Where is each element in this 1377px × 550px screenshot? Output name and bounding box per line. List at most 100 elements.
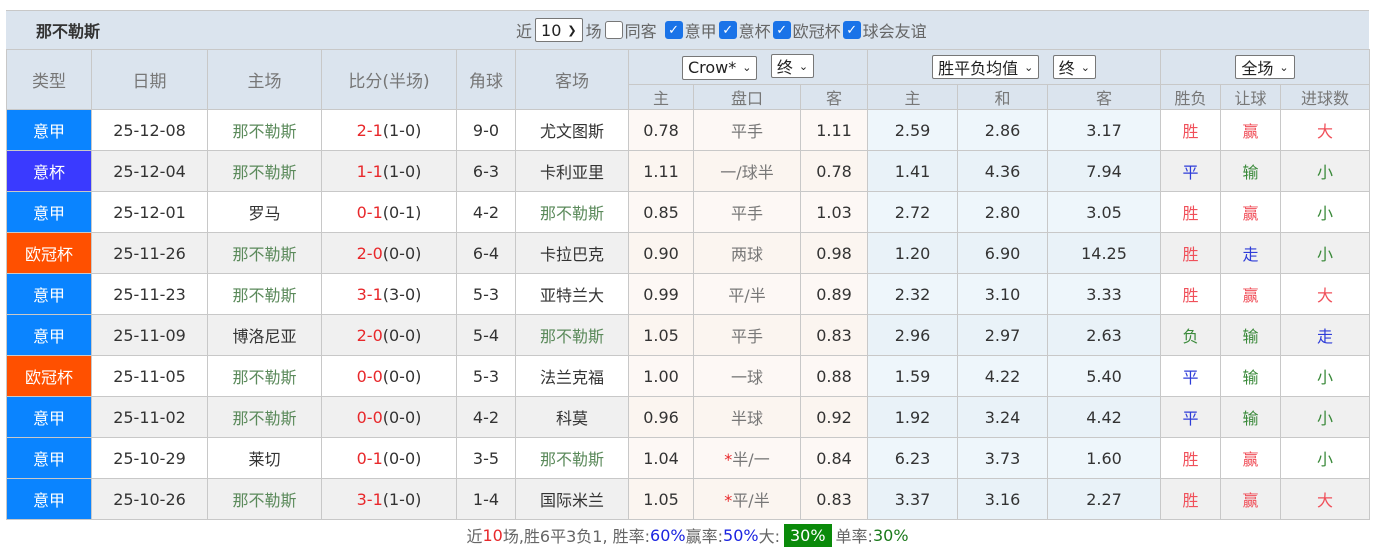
euro-away-odds: 3.33 [1047, 273, 1162, 315]
result-goals: 小 [1280, 191, 1371, 233]
table-row: 意甲 25-11-23 那不勒斯 3-1(3-0) 5-3 亚特兰大 0.99 … [6, 273, 1371, 315]
subheader: 主 [867, 84, 959, 110]
half-time-score: (1-0) [382, 161, 422, 181]
asian-odds-header: Crow* ⌄ 终 ⌄ [627, 49, 869, 85]
asian-time-select[interactable]: 终 ⌄ [770, 54, 815, 79]
away-team[interactable]: 那不勒斯 [515, 437, 629, 479]
home-team[interactable]: 莱切 [207, 437, 322, 479]
home-team[interactable]: 那不勒斯 [207, 109, 322, 151]
home-team[interactable]: 那不勒斯 [207, 232, 322, 274]
euro-time-select[interactable]: 终 ⌄ [1052, 55, 1096, 79]
checkbox-0[interactable] [604, 21, 623, 39]
asian-away-odds: 0.89 [799, 273, 869, 315]
half-time-score: (3-0) [382, 284, 422, 304]
match-type[interactable]: 意杯 [6, 150, 92, 192]
result-goals: 大 [1280, 273, 1371, 315]
checkbox-4[interactable]: ✓ [842, 21, 861, 39]
result-wdl: 负 [1160, 314, 1222, 356]
summary-text-1: 近 [466, 527, 483, 546]
table-row: 意甲 25-11-09 博洛尼亚 2-0(0-0) 5-4 那不勒斯 1.05 … [6, 314, 1371, 356]
handicap: *半/一 [693, 437, 801, 479]
home-team[interactable]: 那不勒斯 [207, 396, 322, 438]
half-time-score: (0-1) [382, 202, 422, 222]
header-type: 类型 [6, 49, 92, 110]
away-team[interactable]: 法兰克福 [515, 355, 629, 397]
match-count-select[interactable]: 10 ❯ [535, 18, 583, 42]
checkbox-1[interactable]: ✓ [664, 21, 683, 39]
away-team[interactable]: 卡利亚里 [515, 150, 629, 192]
table-row: 欧冠杯 25-11-05 那不勒斯 0-0(0-0) 5-3 法兰克福 1.00… [6, 355, 1371, 397]
away-team[interactable]: 科莫 [515, 396, 629, 438]
match-date: 25-11-23 [91, 273, 208, 315]
euro-away-odds: 1.60 [1047, 437, 1162, 479]
match-type[interactable]: 意甲 [6, 191, 92, 233]
home-team[interactable]: 罗马 [207, 191, 322, 233]
away-team[interactable]: 那不勒斯 [515, 314, 629, 356]
home-team[interactable]: 那不勒斯 [207, 478, 322, 520]
away-team[interactable]: 亚特兰大 [515, 273, 629, 315]
full-time-score: 3-1 [356, 489, 383, 509]
table-row: 意甲 25-10-26 那不勒斯 3-1(1-0) 1-4 国际米兰 1.05 … [6, 478, 1371, 520]
period-select[interactable]: 全场 ⌄ [1235, 55, 1295, 79]
score[interactable]: 0-0(0-0) [321, 396, 457, 438]
score[interactable]: 2-0(0-0) [321, 232, 457, 274]
away-team[interactable]: 那不勒斯 [515, 191, 629, 233]
score[interactable]: 2-1(1-0) [321, 109, 457, 151]
match-type[interactable]: 欧冠杯 [6, 355, 92, 397]
subheader: 让球 [1220, 84, 1282, 110]
euro-away-odds: 14.25 [1047, 232, 1162, 274]
euro-home-odds: 2.96 [867, 314, 959, 356]
asian-home-odds: 1.05 [628, 478, 694, 520]
away-team[interactable]: 尤文图斯 [515, 109, 629, 151]
away-team[interactable]: 国际米兰 [515, 478, 629, 520]
checkbox-2[interactable]: ✓ [718, 21, 737, 39]
asian-home-odds: 1.04 [628, 437, 694, 479]
title-bar: 那不勒斯 近 10 ❯ 场 同客 ✓ 意甲 ✓ 意杯 ✓ 欧冠杯 ✓ 球会友谊 [6, 11, 1369, 49]
asian-home-odds: 0.99 [628, 273, 694, 315]
score[interactable]: 2-0(0-0) [321, 314, 457, 356]
score[interactable]: 0-1(0-1) [321, 191, 457, 233]
euro-draw-odds: 3.73 [957, 437, 1049, 479]
match-type[interactable]: 意甲 [6, 396, 92, 438]
checkbox-label: 球会友谊 [862, 22, 927, 41]
home-team[interactable]: 那不勒斯 [207, 273, 322, 315]
asian-away-odds: 0.88 [799, 355, 869, 397]
euro-kind-select[interactable]: 胜平负均值 ⌄ [932, 55, 1040, 79]
match-type[interactable]: 意甲 [6, 437, 92, 479]
match-date: 25-11-05 [91, 355, 208, 397]
euro-draw-odds: 3.10 [957, 273, 1049, 315]
odd-rate: 30% [872, 525, 909, 545]
company-value: Crow* [687, 58, 737, 78]
checkbox-3[interactable]: ✓ [772, 21, 791, 39]
half-time-score: (1-0) [382, 489, 422, 509]
summary-text-3: 赢率: [685, 527, 724, 546]
match-type[interactable]: 欧冠杯 [6, 232, 92, 274]
score[interactable]: 3-1(1-0) [321, 478, 457, 520]
company-select[interactable]: Crow* ⌄ [681, 55, 758, 80]
score[interactable]: 1-1(1-0) [321, 150, 457, 192]
euro-home-odds: 3.37 [867, 478, 959, 520]
result-handicap: 赢 [1220, 437, 1282, 479]
euro-away-odds: 2.63 [1047, 314, 1162, 356]
match-type[interactable]: 意甲 [6, 314, 92, 356]
match-date: 25-12-01 [91, 191, 208, 233]
score[interactable]: 3-1(3-0) [321, 273, 457, 315]
score[interactable]: 0-0(0-0) [321, 355, 457, 397]
result-header: 全场 ⌄ [1160, 49, 1371, 85]
chevron-down-icon: ❯ [567, 23, 577, 37]
match-type[interactable]: 意甲 [6, 273, 92, 315]
away-team[interactable]: 卡拉巴克 [515, 232, 629, 274]
subheader: 胜负 [1160, 84, 1222, 110]
home-team[interactable]: 博洛尼亚 [207, 314, 322, 356]
corners: 6-4 [456, 232, 516, 274]
match-type[interactable]: 意甲 [6, 109, 92, 151]
subheader: 和 [957, 84, 1049, 110]
euro-away-odds: 3.17 [1047, 109, 1162, 151]
table-row: 欧冠杯 25-11-26 那不勒斯 2-0(0-0) 6-4 卡拉巴克 0.90… [6, 232, 1371, 274]
home-team[interactable]: 那不勒斯 [207, 355, 322, 397]
euro-home-odds: 2.59 [867, 109, 959, 151]
home-team[interactable]: 那不勒斯 [207, 150, 322, 192]
checkbox-label: 欧冠杯 [792, 22, 841, 41]
match-type[interactable]: 意甲 [6, 478, 92, 520]
score[interactable]: 0-1(0-0) [321, 437, 457, 479]
